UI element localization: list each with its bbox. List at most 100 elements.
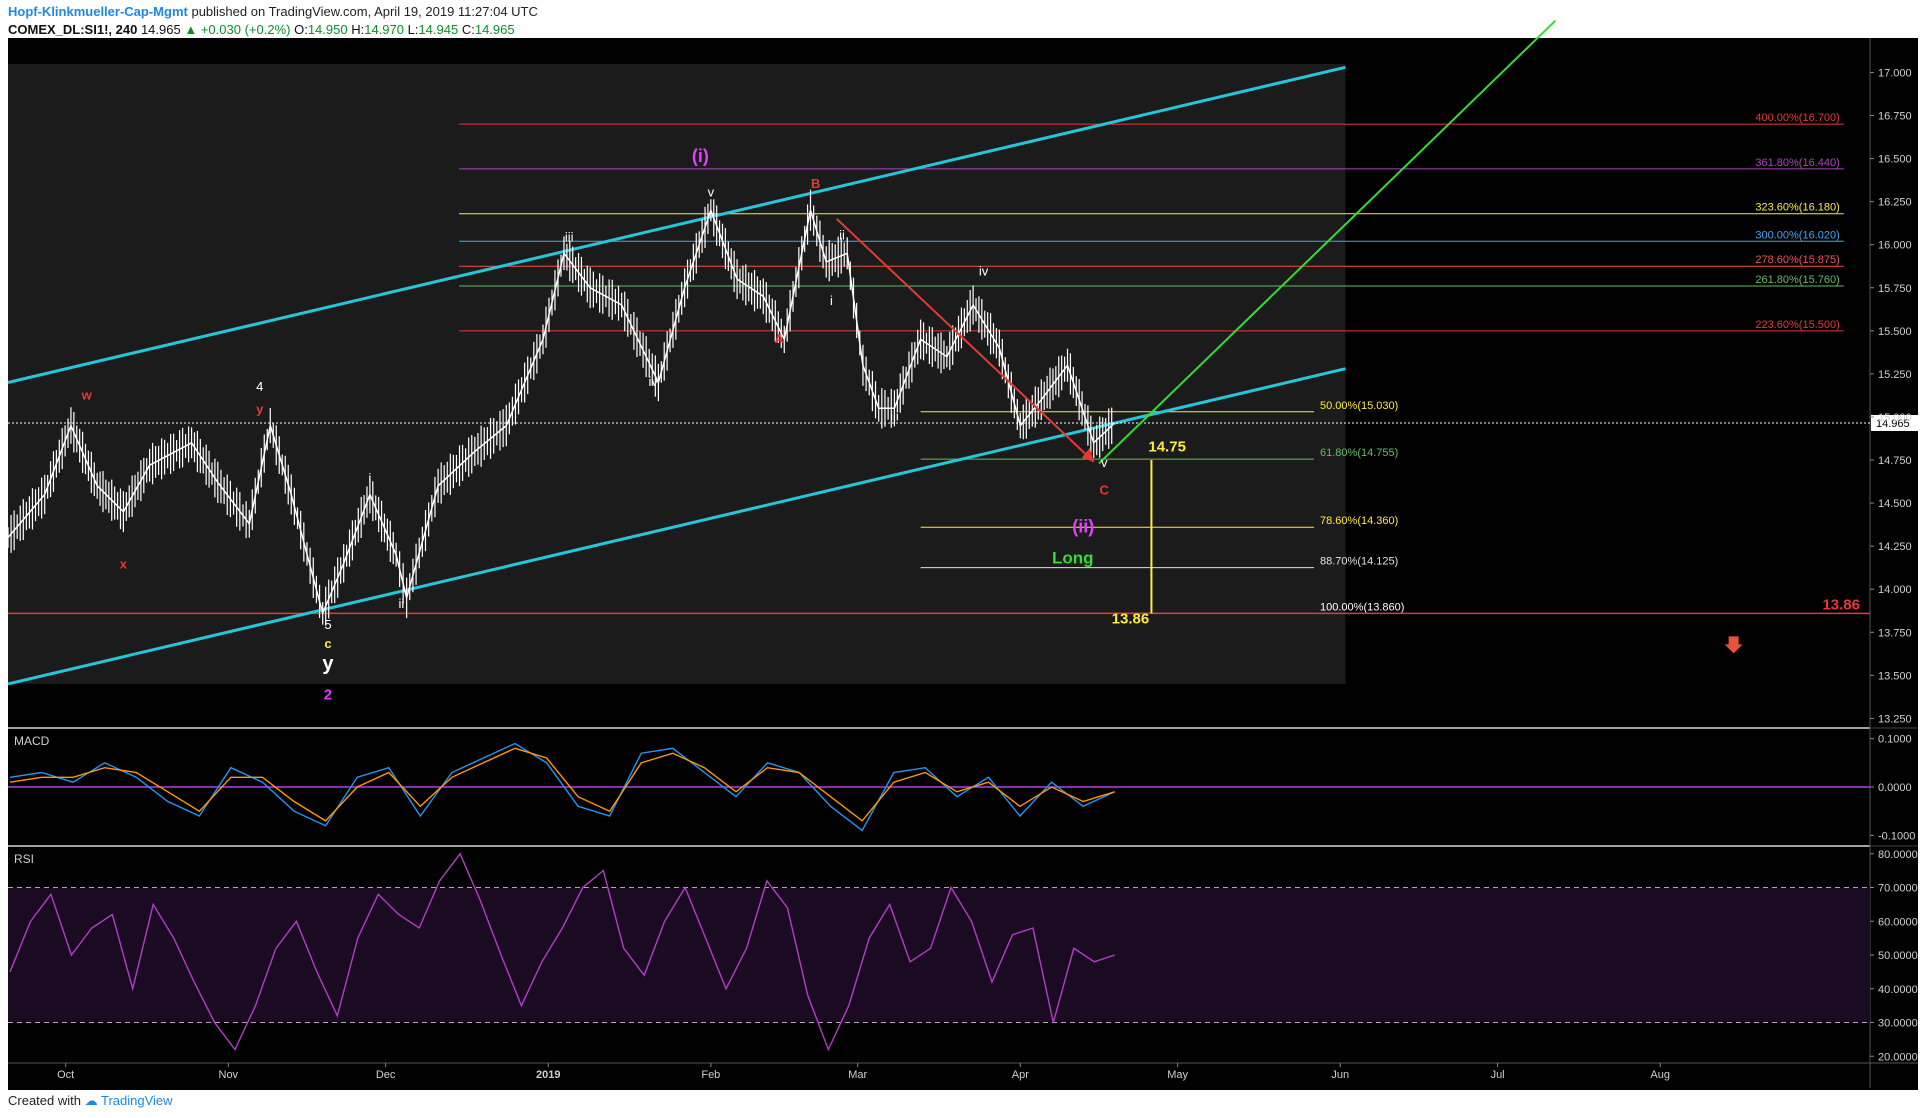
price-tick-label: 16.250 (1878, 197, 1912, 209)
tradingview-brand[interactable]: TradingView (101, 1093, 173, 1108)
wave-label: iii (890, 408, 899, 423)
wave-label: ii (839, 228, 845, 243)
last-price: 14.965 (140, 22, 181, 37)
rsi-tick-label: 50.0000 (1878, 950, 1918, 962)
macd-title: MACD (14, 734, 50, 748)
price-tick-label: 13.250 (1878, 713, 1912, 725)
price-tick-label: 14.000 (1878, 584, 1912, 596)
red-arrow-line (836, 218, 1095, 463)
time-tick-label: 2019 (536, 1069, 560, 1081)
time-tick-label: May (1167, 1069, 1188, 1081)
wave-label: B (811, 176, 820, 191)
price-tick-label: 14.250 (1878, 541, 1912, 553)
wave-label: i (830, 293, 833, 308)
fib-level-label: 400.00%(16.700) (1755, 112, 1839, 124)
up-arrow-icon: ▲ (184, 22, 198, 37)
wave-label: y (256, 402, 264, 417)
rsi-tick-label: 60.0000 (1878, 916, 1918, 928)
current-price-tag (1871, 414, 1919, 431)
price-tick-label: 15.250 (1878, 369, 1912, 381)
price-tick-label: 13.500 (1878, 670, 1912, 682)
wave-label: 13.86 (1112, 611, 1150, 628)
time-tick-label: Mar (848, 1069, 867, 1081)
time-tick-label: Feb (701, 1069, 720, 1081)
price-tick-label: 16.750 (1878, 111, 1912, 123)
ohlc-open: 14.950 (307, 22, 348, 37)
wave-label: 5 (324, 617, 331, 632)
down-arrow-icon (1724, 636, 1743, 654)
ohlc-low: 14.945 (418, 22, 459, 37)
rsi-band (8, 887, 1870, 1023)
symbol-line: COMEX_DL:SI1!, 240 14.965 ▲ +0.030 (+0.2… (8, 22, 515, 37)
wave-label: x (120, 557, 128, 572)
wave-label: iii (565, 229, 574, 244)
tradingview-logo-icon: ☁ (84, 1093, 98, 1108)
fib-level-label: 361.80%(16.440) (1755, 157, 1839, 169)
rsi-tick-label: 30.0000 (1878, 1018, 1918, 1030)
price-tick-label: 17.000 (1878, 67, 1912, 79)
price-tick-label: 15.000 (1878, 412, 1912, 424)
wave-label: v (708, 184, 715, 199)
macd-tick-label: -0.1000 (1878, 830, 1915, 842)
wave-label: (i) (692, 146, 709, 166)
fib-level-label: 261.80%(15.760) (1755, 274, 1839, 286)
wave-label: v (1101, 455, 1108, 470)
wave-label: y (322, 653, 334, 675)
channel-upper-line (7, 65, 1346, 384)
support-label: 13.86 (1822, 596, 1860, 613)
ohlc-h-label: H: (351, 22, 365, 37)
ohlc-o-label: O: (294, 22, 308, 37)
fib-level-label: 300.00%(16.020) (1755, 229, 1839, 241)
wave-label: iv (979, 264, 989, 279)
wave-label: 4 (256, 379, 263, 394)
wave-label: 14.75 (1148, 438, 1186, 455)
fib-level-label: 100.00%(13.860) (1320, 601, 1404, 613)
fib-level-label: 88.70%(14.125) (1320, 556, 1398, 568)
time-tick-label: Aug (1650, 1069, 1670, 1081)
wave-label: (ii) (1072, 516, 1094, 536)
macd-tick-label: 0.0000 (1878, 782, 1912, 794)
channel-lower-line (7, 367, 1346, 686)
ohlc-l-label: L: (407, 22, 419, 37)
fib-level-label: 50.00%(15.030) (1320, 400, 1398, 412)
price-tick-label: 13.750 (1878, 627, 1912, 639)
publish-info: published on TradingView.com, April 19, … (191, 4, 538, 19)
wave-label: 2 (324, 686, 332, 703)
red-arrow-head (1081, 447, 1094, 462)
price-axis-panel (1870, 38, 1918, 1090)
price-change: +0.030 (+0.2%) (200, 22, 291, 37)
wave-label: C (1100, 482, 1110, 497)
current-price-label: 14.965 (1876, 418, 1910, 430)
fib-level-label: 323.60%(16.180) (1755, 202, 1839, 214)
wave-label: iv (648, 374, 658, 389)
author-link[interactable]: Hopf-Klinkmueller-Cap-Mgmt (8, 4, 188, 19)
fib-level-label: 78.60%(14.360) (1320, 515, 1398, 527)
wave-label: i (368, 470, 371, 485)
time-tick-label: Dec (376, 1069, 396, 1081)
rsi-line (9, 852, 1115, 1052)
ohlc-close: 14.965 (474, 22, 515, 37)
wave-label: Long (1052, 548, 1094, 567)
wave-label: c (324, 636, 331, 651)
ohlc-high: 14.970 (364, 22, 404, 37)
fib-level-label: 223.60%(15.500) (1755, 319, 1839, 331)
time-tick-label: Jun (1331, 1069, 1349, 1081)
rsi-title: RSI (14, 852, 34, 866)
price-tick-label: 15.500 (1878, 326, 1912, 338)
rsi-tick-label: 40.0000 (1878, 984, 1918, 996)
macd-signal-line (9, 747, 1115, 822)
created-with-text: Created with (8, 1093, 81, 1108)
projection-line (1098, 20, 1556, 465)
time-tick-label: Apr (1012, 1069, 1029, 1081)
fib-level-label: 278.60%(15.875) (1755, 254, 1839, 266)
time-axis-panel (8, 1063, 1870, 1090)
price-tick-label: 14.500 (1878, 498, 1912, 510)
price-tick-label: 16.000 (1878, 240, 1912, 252)
fib-level-label: 61.80%(14.755) (1320, 447, 1398, 459)
rsi-tick-label: 80.0000 (1878, 849, 1918, 861)
channel-fill (8, 63, 1346, 684)
symbol-name: COMEX_DL:SI1!, 240 (8, 22, 138, 37)
macd-tick-label: 0.1000 (1878, 734, 1912, 746)
rsi-tick-label: 70.0000 (1878, 883, 1918, 895)
